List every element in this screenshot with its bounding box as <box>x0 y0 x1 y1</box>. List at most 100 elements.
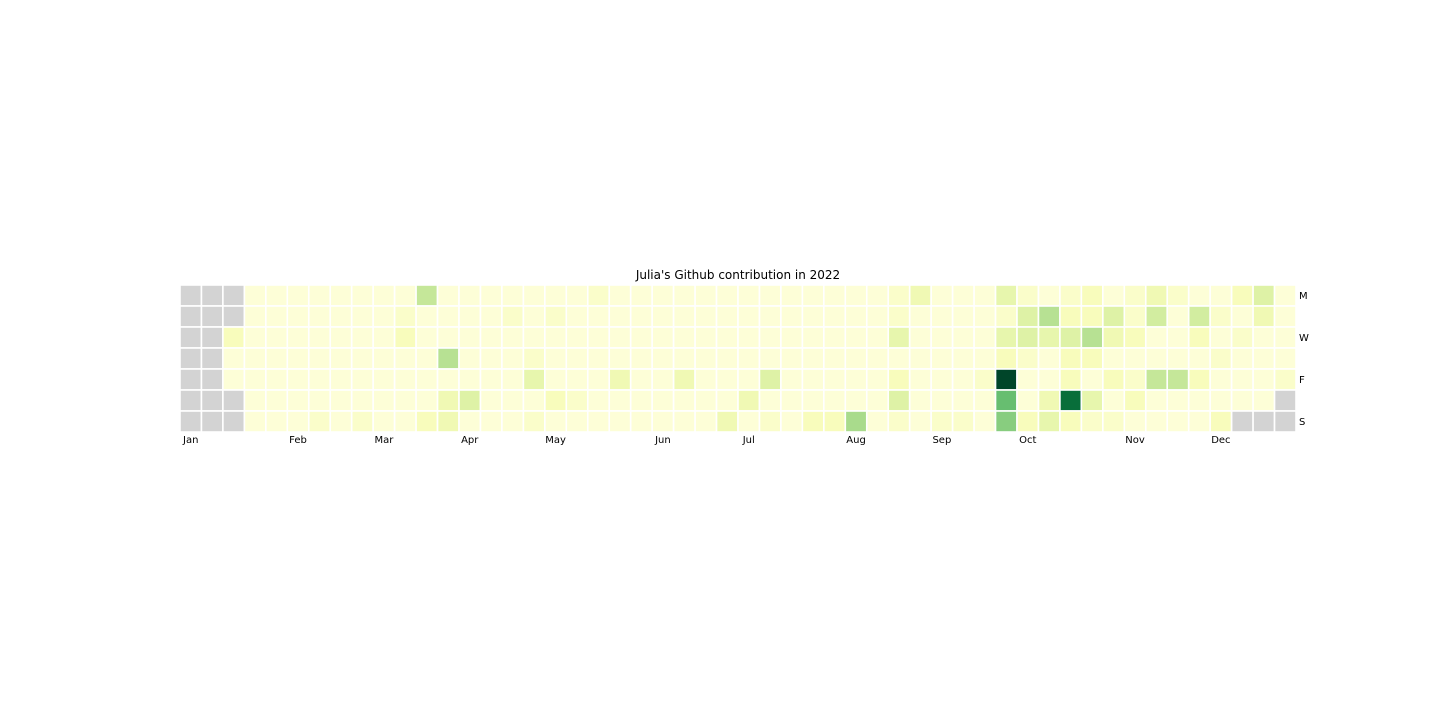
cell-tue-week-7 <box>307 305 332 328</box>
cell-fri-week-26 <box>715 368 739 391</box>
cell-sat-week-46 <box>1144 389 1169 412</box>
cell-fri-week-4 <box>243 368 267 391</box>
cell-fri-week-41 <box>1037 368 1061 391</box>
cell-thu-week-13 <box>436 347 460 370</box>
x-tick-mar: Mar <box>374 435 394 446</box>
cell-sun-week-43 <box>1080 410 1104 433</box>
cell-tue-week-23 <box>651 305 675 328</box>
cell-thu-week-8 <box>329 347 353 370</box>
cell-tue-week-50 <box>1230 305 1254 328</box>
cell-thu-week-33 <box>865 347 890 370</box>
cell-thu-week-16 <box>501 347 525 370</box>
cell-sun-week-45 <box>1123 410 1147 433</box>
cell-wed-week-39 <box>994 326 1018 349</box>
cell-thu-week-48 <box>1187 347 1211 370</box>
cell-mon-week-37 <box>951 284 975 307</box>
cell-sun-week-14 <box>458 410 482 433</box>
cell-mon-week-52 <box>1273 284 1297 307</box>
cell-thu-week-24 <box>672 347 696 370</box>
cell-mon-week-27 <box>737 284 761 307</box>
cell-fri-week-44 <box>1102 368 1126 391</box>
cell-thu-week-50 <box>1230 347 1254 370</box>
cell-fri-week-14 <box>458 368 482 391</box>
cell-mon-week-31 <box>823 284 847 307</box>
cell-sat-week-12 <box>415 389 439 412</box>
cell-mon-week-45 <box>1123 284 1147 307</box>
cell-tue-week-31 <box>823 305 847 328</box>
cell-thu-week-20 <box>586 347 611 370</box>
cell-sat-week-21 <box>608 389 632 412</box>
cell-sat-week-43 <box>1080 389 1104 412</box>
cell-sun-week-9 <box>350 410 374 433</box>
cell-mon-week-51 <box>1252 284 1276 307</box>
cell-sun-week-20 <box>586 410 611 433</box>
cell-thu-week-52 <box>1273 347 1297 370</box>
cell-tue-week-19 <box>565 305 589 328</box>
empty-cell-sat-week-2 <box>200 389 224 412</box>
x-tick-jul: Jul <box>742 435 755 446</box>
cell-mon-week-6 <box>286 284 310 307</box>
cell-tue-week-9 <box>350 305 374 328</box>
cell-sat-week-30 <box>801 389 825 412</box>
cell-tue-week-26 <box>715 305 739 328</box>
cell-thu-week-22 <box>629 347 653 370</box>
cell-mon-week-21 <box>608 284 632 307</box>
cell-mon-week-46 <box>1144 284 1169 307</box>
empty-cell-thu-week-1 <box>179 347 203 370</box>
cell-fri-week-3 <box>222 368 246 391</box>
cell-thu-week-46 <box>1144 347 1169 370</box>
cell-sun-week-17 <box>522 410 546 433</box>
cell-mon-week-30 <box>801 284 825 307</box>
y-tick-labels: M W F S <box>1299 291 1309 428</box>
cell-sat-week-6 <box>286 389 310 412</box>
cell-mon-week-17 <box>522 284 546 307</box>
cell-fri-week-17 <box>522 368 546 391</box>
cell-fri-week-47 <box>1166 368 1190 391</box>
cell-fri-week-33 <box>865 368 890 391</box>
cell-wed-week-19 <box>565 326 589 349</box>
cell-tue-week-36 <box>930 305 954 328</box>
y-tick-s: S <box>1299 417 1305 428</box>
cell-sun-week-23 <box>651 410 675 433</box>
cell-thu-week-4 <box>243 347 267 370</box>
cell-tue-week-30 <box>801 305 825 328</box>
cell-tue-week-8 <box>329 305 353 328</box>
cell-fri-week-30 <box>801 368 825 391</box>
cell-tue-week-35 <box>908 305 932 328</box>
cell-wed-week-33 <box>865 326 890 349</box>
cell-sat-week-15 <box>479 389 503 412</box>
cell-mon-week-49 <box>1209 284 1233 307</box>
empty-cell-sun-week-1 <box>179 410 203 433</box>
cell-fri-week-46 <box>1144 368 1169 391</box>
cell-fri-week-24 <box>672 368 696 391</box>
cell-thu-week-31 <box>823 347 847 370</box>
cell-sun-week-49 <box>1209 410 1233 433</box>
cell-sun-week-16 <box>501 410 525 433</box>
x-tick-nov: Nov <box>1125 435 1145 446</box>
cell-sun-week-18 <box>544 410 568 433</box>
cell-tue-week-45 <box>1123 305 1147 328</box>
cell-mon-week-19 <box>565 284 589 307</box>
cell-thu-week-15 <box>479 347 503 370</box>
cell-thu-week-18 <box>544 347 568 370</box>
cell-wed-week-25 <box>694 326 718 349</box>
empty-cell-fri-week-1 <box>179 368 203 391</box>
cell-sat-week-49 <box>1209 389 1233 412</box>
cell-wed-week-6 <box>286 326 310 349</box>
cell-sun-week-29 <box>780 410 804 433</box>
cell-sat-week-39 <box>994 389 1018 412</box>
cell-wed-week-11 <box>393 326 417 349</box>
cell-mon-week-14 <box>458 284 482 307</box>
cell-wed-week-3 <box>222 326 246 349</box>
cell-tue-week-43 <box>1080 305 1104 328</box>
cell-wed-week-47 <box>1166 326 1190 349</box>
cell-fri-week-49 <box>1209 368 1233 391</box>
cell-sat-week-8 <box>329 389 353 412</box>
cell-tue-week-4 <box>243 305 267 328</box>
cell-fri-week-25 <box>694 368 718 391</box>
empty-cell-mon-week-2 <box>200 284 224 307</box>
empty-cell-thu-week-2 <box>200 347 224 370</box>
cell-fri-week-23 <box>651 368 675 391</box>
cell-sun-week-5 <box>265 410 289 433</box>
